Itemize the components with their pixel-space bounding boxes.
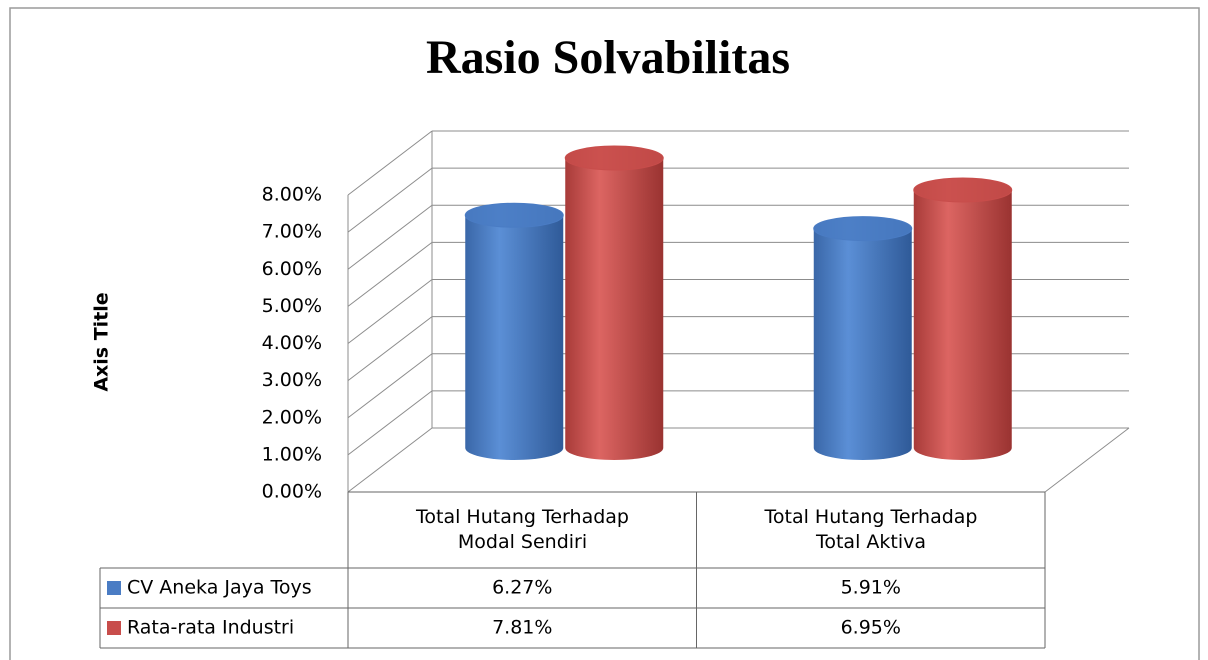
grid-line	[347, 130, 433, 196]
y-tick-label: 7.00%	[262, 221, 322, 243]
y-tick-label: 4.00%	[262, 332, 322, 354]
legend-label: CV Aneka Jaya Toys	[127, 577, 312, 599]
grid-line	[347, 204, 433, 270]
grid-line	[347, 241, 433, 307]
y-tick-label: 0.00%	[262, 481, 322, 503]
cylinder-top	[464, 202, 564, 228]
grid-line	[347, 353, 433, 419]
grid-line	[347, 167, 433, 233]
legend-key	[107, 621, 121, 635]
y-tick-label: 5.00%	[262, 295, 322, 317]
y-tick-label: 6.00%	[262, 258, 322, 280]
cylinder-top	[564, 145, 664, 171]
grid-line	[347, 427, 433, 493]
grid-line	[347, 279, 433, 344]
cylinder	[565, 146, 664, 461]
legend-label: Rata-rata Industri	[127, 617, 294, 639]
cylinder	[465, 203, 564, 461]
x-tick-label: Total Hutang Terhadap Total Aktiva	[697, 492, 1046, 568]
grid-line	[347, 390, 433, 456]
chart-title: Rasio Solvabilitas	[426, 31, 790, 84]
y-axis-title: Axis Title	[91, 292, 113, 391]
table-value: 7.81%	[492, 617, 552, 639]
floor-edge	[1044, 427, 1130, 493]
cylinder	[913, 177, 1012, 461]
y-tick-label: 2.00%	[262, 406, 322, 428]
table-value: 5.91%	[841, 577, 901, 599]
cylinder	[813, 216, 912, 461]
cylinder-top	[913, 177, 1013, 203]
x-tick-label: Total Hutang Terhadap Modal Sendiri	[348, 492, 697, 568]
legend-key	[107, 581, 121, 595]
table-value: 6.27%	[492, 577, 552, 599]
y-tick-label: 1.00%	[262, 443, 322, 465]
cylinder-top	[813, 216, 913, 242]
chart-border	[9, 7, 1200, 660]
category-text: Total Hutang Terhadap Total Aktiva	[764, 506, 978, 553]
y-tick-label: 8.00%	[262, 184, 322, 206]
y-tick-label: 3.00%	[262, 369, 322, 391]
category-text: Total Hutang Terhadap Modal Sendiri	[416, 506, 629, 553]
grid-line	[347, 316, 433, 382]
table-value: 6.95%	[841, 617, 901, 639]
